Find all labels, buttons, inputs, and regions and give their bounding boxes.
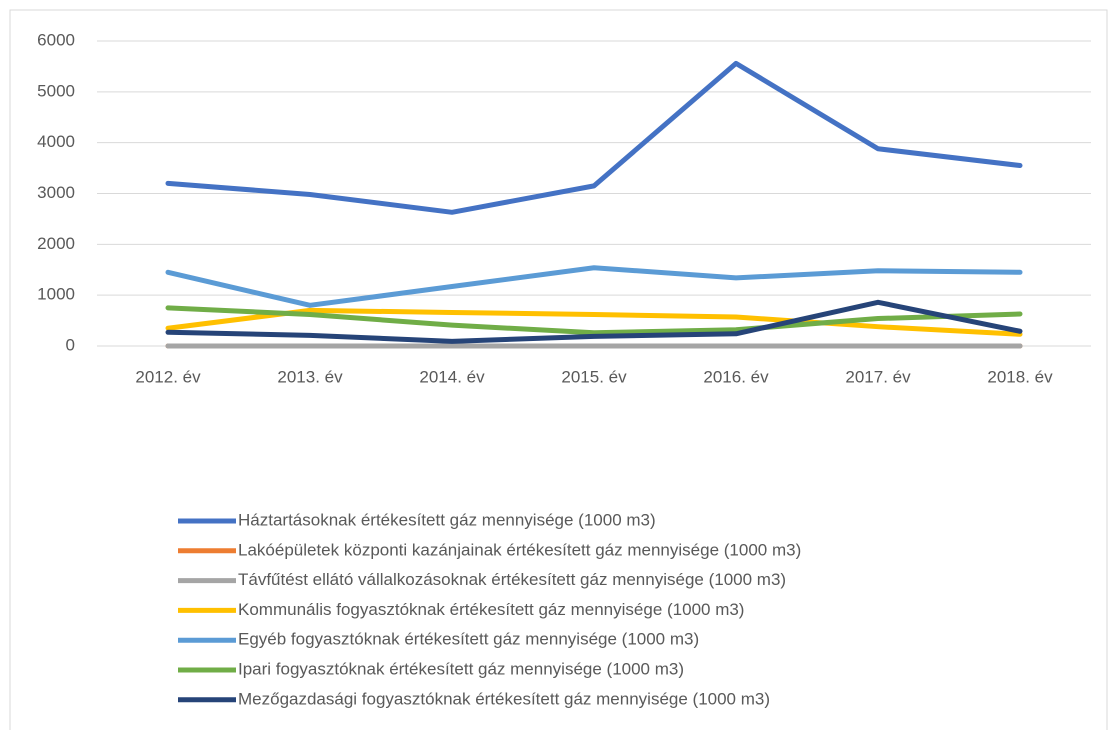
- x-tick-label: 2014. év: [419, 367, 485, 386]
- legend-label: Távfűtést ellátó vállalkozásoknak értéke…: [238, 570, 786, 589]
- series-line: [165, 60, 1023, 215]
- series-line: [165, 265, 1023, 308]
- y-tick-label: 5000: [37, 81, 75, 100]
- legend-label: Egyéb fogyasztóknak értékesített gáz men…: [238, 630, 699, 649]
- x-tick-label: 2016. év: [703, 367, 769, 386]
- y-tick-label: 6000: [37, 30, 75, 49]
- y-tick-label: 4000: [37, 132, 75, 151]
- x-tick-label: 2015. év: [561, 367, 627, 386]
- series-line: [165, 299, 1023, 344]
- y-tick-label: 2000: [37, 234, 75, 253]
- y-tick-label: 1000: [37, 285, 75, 304]
- x-tick-label: 2013. év: [277, 367, 343, 386]
- x-tick-label: 2012. év: [135, 367, 201, 386]
- y-tick-label: 3000: [37, 183, 75, 202]
- x-tick-label: 2017. év: [845, 367, 911, 386]
- legend-label: Ipari fogyasztóknak értékesített gáz men…: [238, 659, 684, 678]
- legend-label: Lakóépületek központi kazánjainak értéke…: [238, 540, 801, 559]
- series-line: [165, 305, 1023, 336]
- x-tick-label: 2018. év: [987, 367, 1053, 386]
- legend-label: Háztartásoknak értékesített gáz mennyisé…: [238, 510, 656, 529]
- legend-label: Kommunális fogyasztóknak értékesített gá…: [238, 600, 744, 619]
- legend-label: Mezőgazdasági fogyasztóknak értékesített…: [238, 689, 770, 708]
- y-tick-label: 0: [66, 335, 75, 354]
- series-line: [165, 307, 1023, 337]
